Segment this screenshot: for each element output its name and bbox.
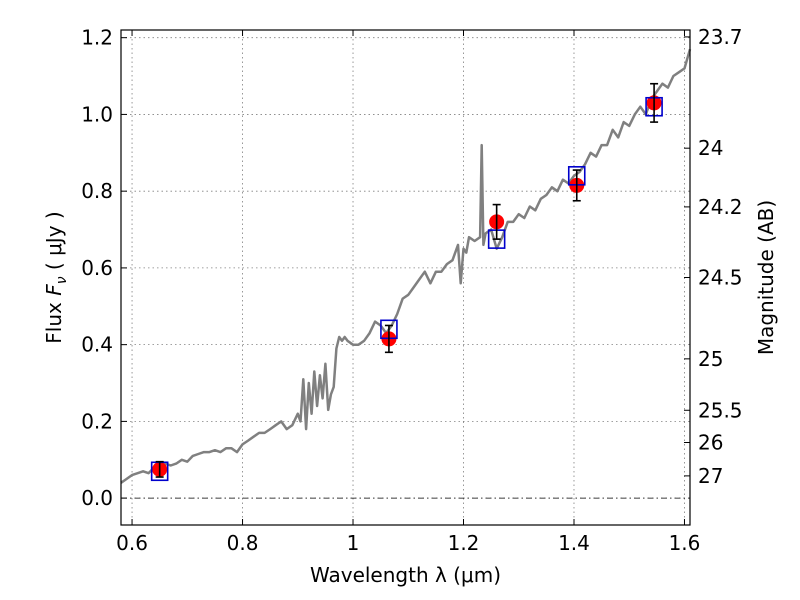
- mag-tick-label: 24.2: [698, 195, 743, 219]
- y-axis-label-suffix: ( μJy ): [42, 211, 66, 276]
- mag-tick-label: 25.5: [698, 398, 743, 422]
- x-tick-label: 1.4: [558, 531, 590, 555]
- x-tick-label: 1.2: [448, 531, 480, 555]
- y-tick-label: 0.8: [81, 179, 113, 203]
- mag-tick-label: 26: [698, 431, 723, 455]
- y-tick-label: 1.0: [81, 102, 113, 126]
- x-tick-label: 1: [347, 531, 360, 555]
- plot-background: [121, 30, 690, 525]
- y-axis-label-subscript: ν: [54, 276, 70, 284]
- x-tick-label: 1.6: [669, 531, 701, 555]
- points-layer: [150, 82, 663, 482]
- x-tick-label: 0.8: [227, 531, 259, 555]
- mag-tick-label: 27: [698, 464, 723, 488]
- mag-tick-label: 23.7: [698, 25, 743, 49]
- plot-frame: [120, 29, 691, 526]
- tick-labels: 0.6 0.8 1 1.2 1.4 1.6 0.0 0.2 0.4 0.6 0.8 1.0 1.2 23.…: [81, 25, 742, 555]
- mag-tick-label: 24.5: [698, 266, 743, 290]
- y-tick-label: 0.2: [81, 409, 113, 433]
- ticks: [121, 30, 690, 525]
- x-tick-label: 0.6: [116, 531, 148, 555]
- mag-tick-label: 25: [698, 347, 723, 371]
- grid: [121, 30, 690, 525]
- y-tick-label: 0.0: [81, 486, 113, 510]
- y-tick-label: 0.6: [81, 256, 113, 280]
- y-axis-label: Flux Fν ( μJy ): [42, 211, 70, 343]
- mag-tick-label: 24: [698, 136, 723, 160]
- y-axis-label-prefix: Flux: [42, 296, 66, 344]
- y-axis-label-symbol: F: [42, 284, 66, 296]
- y-tick-label: 0.4: [81, 333, 113, 357]
- y-tick-label: 1.2: [81, 26, 113, 50]
- x-axis-label: Wavelength λ (μm): [310, 563, 501, 587]
- y2-axis-label: Magnitude (AB): [754, 200, 778, 355]
